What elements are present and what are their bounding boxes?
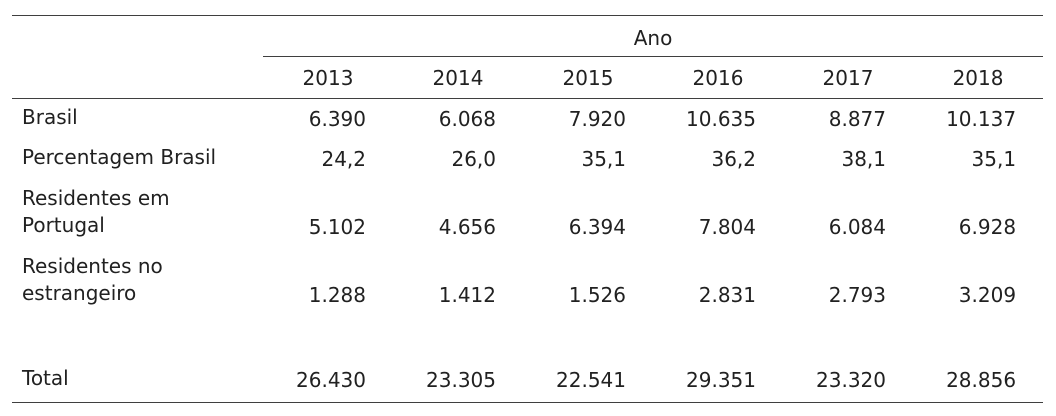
data-cell: 10.635 bbox=[686, 106, 756, 131]
data-cell: 35,1 bbox=[581, 146, 626, 171]
table-row-residentes-estrangeiro: Residentes no estrangeiro 1.288 1.412 1.… bbox=[12, 249, 1043, 317]
data-cell: 1.288 bbox=[308, 282, 366, 307]
corner-cell bbox=[12, 56, 263, 99]
data-cell: 2.831 bbox=[698, 282, 756, 307]
data-cell: 6.068 bbox=[438, 106, 496, 131]
data-cell: 4.656 bbox=[438, 214, 496, 239]
data-cell: 8.877 bbox=[828, 106, 886, 131]
data-cell: 23.320 bbox=[816, 368, 886, 392]
year-header-2013: 2013 bbox=[263, 56, 393, 99]
data-cell bbox=[263, 317, 393, 357]
year-header-2018: 2018 bbox=[913, 56, 1044, 99]
year-header-2017: 2017 bbox=[783, 56, 913, 99]
ano-spanner-header: Ano bbox=[263, 15, 1044, 57]
row-label bbox=[12, 317, 263, 357]
row-label: Brasil bbox=[22, 104, 78, 129]
data-cell bbox=[783, 317, 913, 357]
data-cell: 7.804 bbox=[698, 214, 756, 239]
data-cell: 2.793 bbox=[828, 282, 886, 307]
data-cell: 24,2 bbox=[321, 146, 366, 171]
data-cell bbox=[393, 317, 523, 357]
data-cell: 26,0 bbox=[451, 146, 496, 171]
years-header-row: 2013 2014 2015 2016 2017 2018 bbox=[12, 56, 1044, 99]
data-cell: 28.856 bbox=[946, 368, 1017, 392]
table-row-residentes-portugal: Residentes em Portugal 5.102 4.656 6.394… bbox=[12, 181, 1043, 249]
data-cell: 1.526 bbox=[568, 282, 626, 307]
data-cell: 10.137 bbox=[946, 106, 1017, 131]
table-row-spacer bbox=[12, 317, 1043, 357]
row-label: Percentagem Brasil bbox=[22, 144, 217, 169]
data-cell: 3.209 bbox=[958, 282, 1017, 307]
table-row-total: Total 26.430 23.305 22.541 29.351 23.320… bbox=[12, 357, 1043, 403]
year-header-2016: 2016 bbox=[653, 56, 783, 99]
data-cell: 23.305 bbox=[426, 368, 496, 392]
corner-cell bbox=[12, 16, 263, 57]
row-label: Total bbox=[22, 366, 69, 390]
data-cell bbox=[523, 317, 653, 357]
data-cell bbox=[913, 317, 1043, 357]
row-label: Residentes no estrangeiro bbox=[22, 253, 163, 305]
year-header-2014: 2014 bbox=[393, 56, 523, 99]
data-cell: 1.412 bbox=[438, 282, 496, 307]
table-row-percentagem-brasil: Percentagem Brasil 24,2 26,0 35,1 36,2 3… bbox=[12, 141, 1043, 181]
data-cell: 6.084 bbox=[828, 214, 886, 239]
year-data-table: Ano 2013 2014 2015 2016 2017 2018 Brasil… bbox=[12, 15, 1044, 403]
data-cell: 6.390 bbox=[308, 106, 366, 131]
row-label: Residentes em Portugal bbox=[22, 185, 170, 237]
table-row-brasil: Brasil 6.390 6.068 7.920 10.635 8.877 10… bbox=[12, 99, 1043, 141]
data-cell: 6.394 bbox=[568, 214, 626, 239]
data-cell: 22.541 bbox=[556, 368, 626, 392]
data-cell: 29.351 bbox=[686, 368, 756, 392]
spanner-header-row: Ano bbox=[12, 15, 1044, 57]
year-header-2015: 2015 bbox=[523, 56, 653, 99]
data-cell: 5.102 bbox=[308, 214, 366, 239]
data-cell: 7.920 bbox=[568, 106, 626, 131]
data-cell: 26.430 bbox=[296, 368, 366, 392]
data-cell bbox=[653, 317, 783, 357]
data-cell: 38,1 bbox=[841, 146, 886, 171]
data-cell: 6.928 bbox=[958, 214, 1017, 239]
data-cell: 36,2 bbox=[711, 146, 756, 171]
data-cell: 35,1 bbox=[971, 146, 1017, 171]
